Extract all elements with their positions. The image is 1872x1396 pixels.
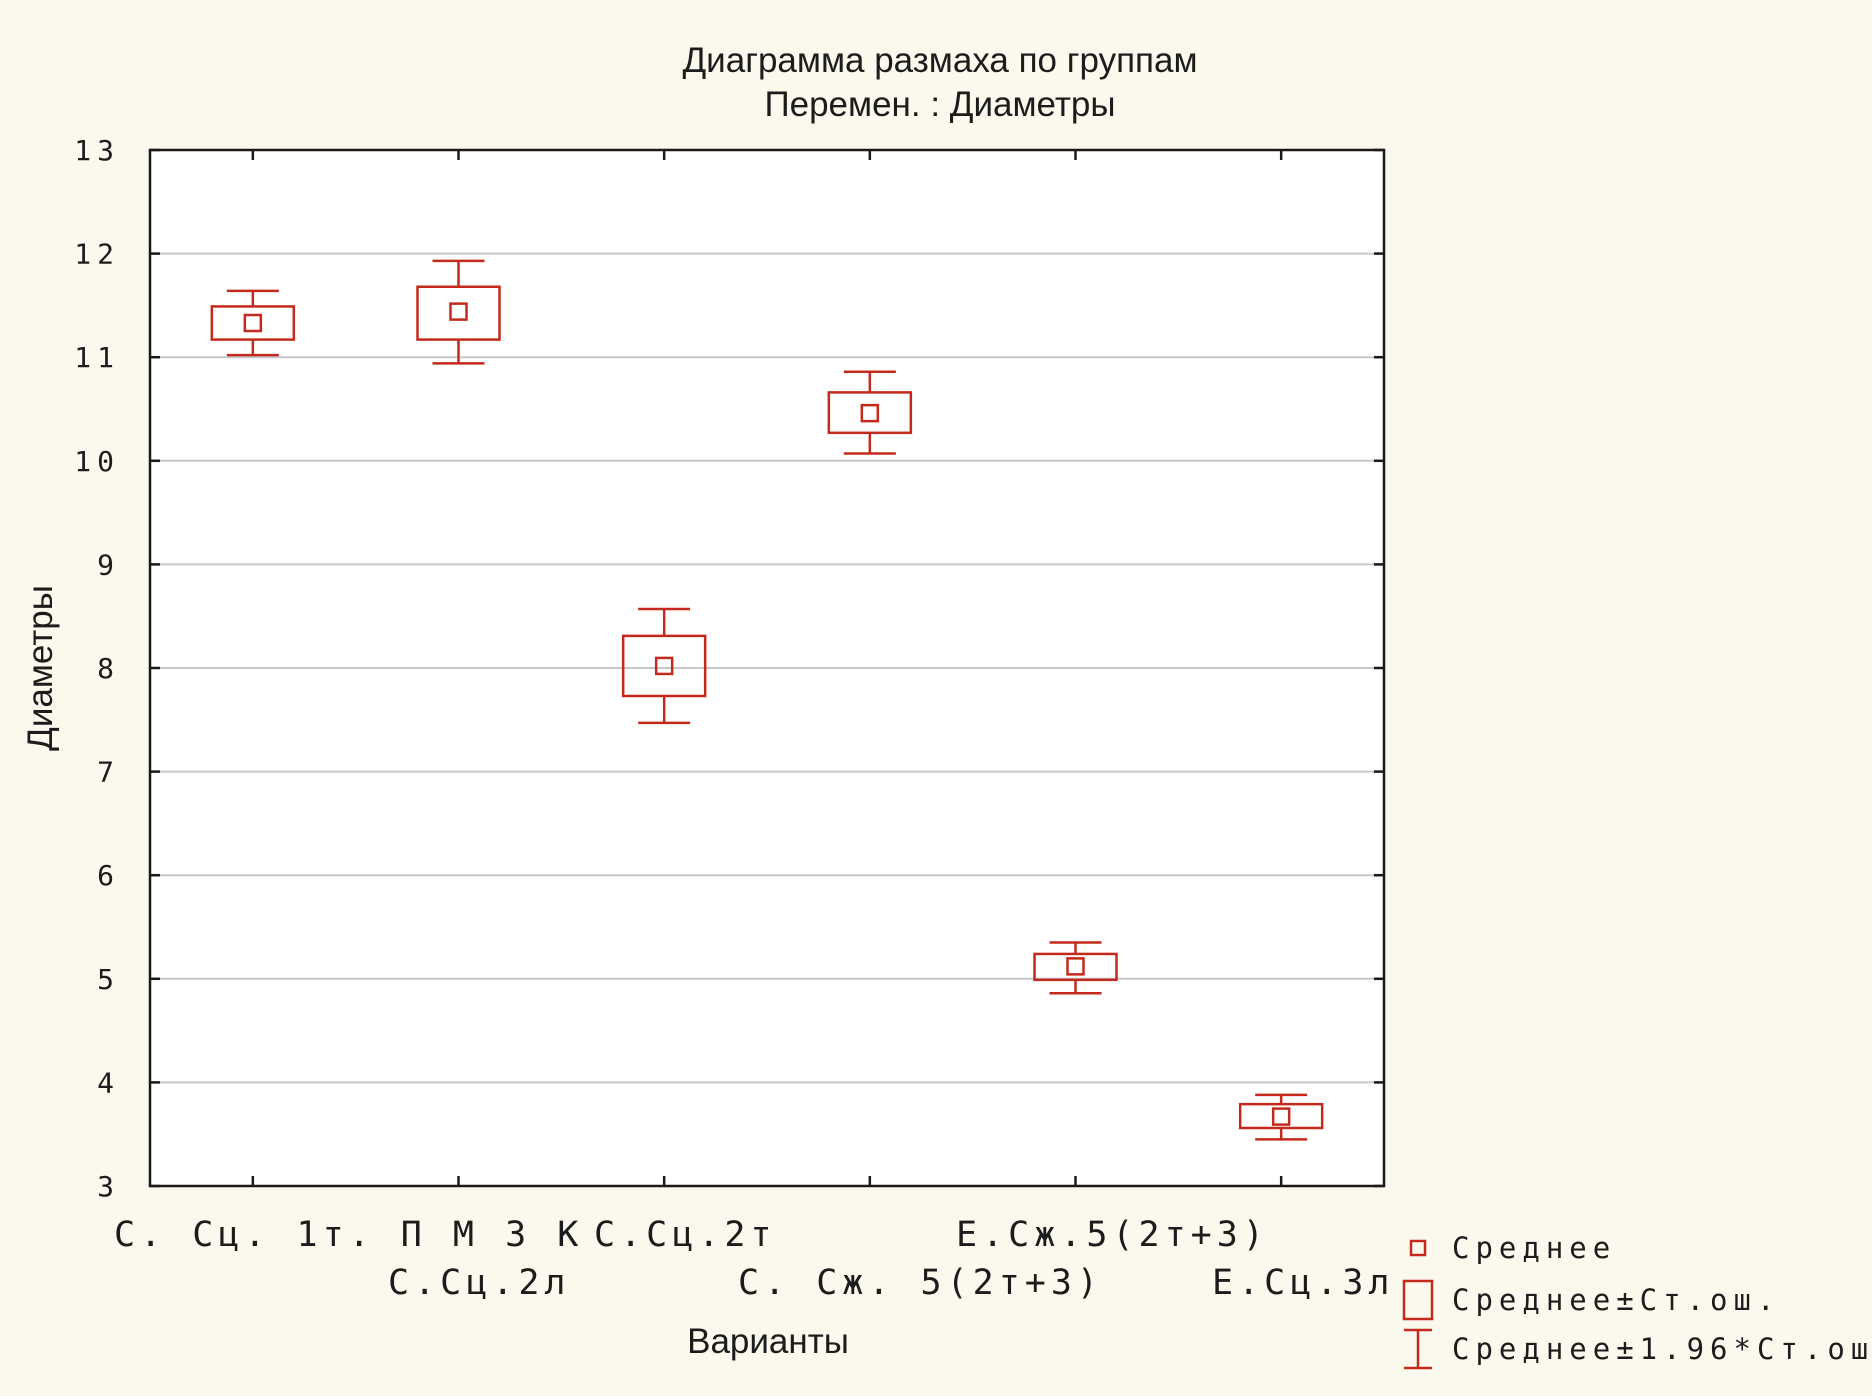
legend-label: Среднее±Ст.ош.	[1452, 1283, 1780, 1317]
box-group	[621, 607, 707, 725]
y-tick-label: 13	[74, 134, 120, 167]
se-box	[827, 391, 913, 435]
y-tick-label: 8	[97, 652, 120, 685]
se-box	[416, 285, 501, 341]
mean-marker	[654, 656, 674, 676]
se-box	[1033, 952, 1118, 982]
y-tick-label: 7	[97, 756, 120, 789]
box-group	[1033, 941, 1118, 995]
mean-marker	[243, 313, 263, 333]
legend-label: Среднее	[1452, 1231, 1616, 1265]
chart-subtitle: Перемен. : Диаметры	[764, 85, 1115, 124]
y-tick-label: 6	[97, 859, 120, 892]
y-axis-ticks: 3 4 5 6 7 8 9 10 11 12 13	[74, 134, 1384, 1203]
x-tick-label: С. Сц. 1т. П М З К	[114, 1215, 583, 1255]
x-tick-label: С.Сц.2л	[388, 1263, 571, 1303]
x-tick-label: С. Сж. 5(2т+3)	[738, 1263, 1103, 1303]
y-tick-label: 10	[74, 445, 120, 478]
y-tick-label: 9	[97, 548, 120, 581]
box-group	[210, 289, 296, 357]
se-box	[1238, 1102, 1324, 1130]
se-box	[621, 634, 707, 698]
box-group	[827, 370, 913, 455]
legend-item: Среднее±Ст.ош.	[1402, 1279, 1780, 1321]
x-axis-ticks: С. Сц. 1т. П М З К С.Сц.2л С.Сц.2т С. Сж. 5…	[114, 150, 1395, 1303]
box-group	[1238, 1093, 1324, 1141]
y-tick-label: 5	[97, 963, 120, 996]
y-tick-label: 12	[74, 238, 120, 271]
gridlines	[150, 252, 1384, 1084]
x-tick-label: Е.Сж.5(2т+3)	[956, 1215, 1269, 1255]
y-axis-label: Диаметры	[21, 585, 60, 751]
y-tick-label: 3	[97, 1170, 120, 1203]
chart-title: Диаграмма размаха по группам	[682, 41, 1197, 80]
se-box	[210, 305, 296, 341]
mean-marker	[449, 302, 468, 321]
legend-se-box-symbol	[1402, 1279, 1434, 1321]
mean-marker	[860, 403, 880, 423]
mean-marker	[1271, 1107, 1291, 1126]
y-tick-label: 11	[74, 341, 120, 374]
x-tick-label: Е.Сц.3л	[1212, 1263, 1395, 1303]
legend: Среднее Среднее±Ст.ош. Среднее±1.96*Ст.ош.	[1402, 1231, 1872, 1370]
legend-label: Среднее±1.96*Ст.ош.	[1452, 1332, 1872, 1366]
y-tick-label: 4	[97, 1066, 120, 1099]
x-axis-label: Варианты	[687, 1322, 849, 1361]
legend-item: Среднее±1.96*Ст.ош.	[1404, 1328, 1872, 1370]
data-marks	[210, 259, 1324, 1141]
mean-marker	[1066, 957, 1085, 976]
legend-item: Среднее	[1409, 1231, 1616, 1265]
box-group	[416, 259, 501, 365]
plot-frame	[148, 148, 1386, 1188]
x-tick-label: С.Сц.2т	[594, 1215, 777, 1255]
legend-mean-symbol	[1409, 1239, 1427, 1257]
